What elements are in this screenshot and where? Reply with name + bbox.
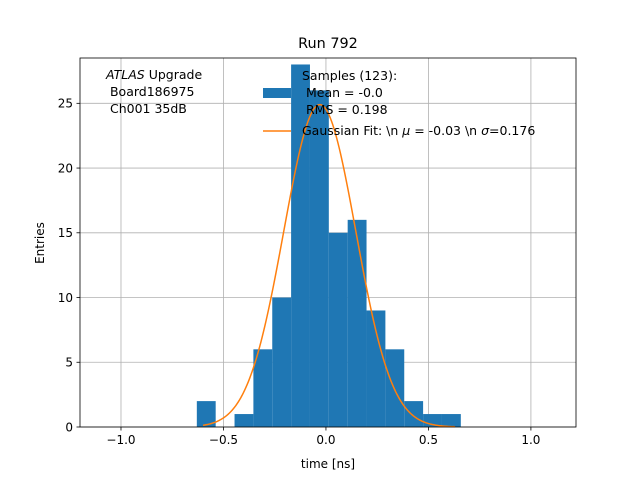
- x-axis-label: time [ns]: [301, 457, 355, 471]
- legend-histogram-swatch: [263, 88, 291, 98]
- legend-histogram-line-3: RMS = 0.198: [302, 102, 388, 117]
- legend-histogram-line-2: Mean = -0.0: [302, 85, 383, 100]
- axes-frame: [79, 57, 577, 428]
- y-tick-label: 10: [58, 291, 73, 305]
- legend-fit-prefix: Gaussian Fit: \n: [302, 123, 402, 138]
- chart-title: Run 792: [298, 36, 358, 52]
- histogram-bar: [196, 401, 216, 427]
- annotation-board: Board186975: [106, 84, 194, 99]
- gaussian-fit-curve: [202, 103, 456, 428]
- histogram-bar: [253, 349, 273, 427]
- histogram-bar: [347, 219, 367, 427]
- legend-histogram-line-1: Samples (123):: [302, 68, 397, 83]
- histogram-bar: [366, 310, 386, 427]
- histogram-bar: [309, 90, 329, 428]
- y-axis-label: Entries: [33, 222, 47, 264]
- x-tick-label: −1.0: [106, 433, 135, 447]
- annotation-atlas: ATLAS: [105, 67, 145, 82]
- legend-fit-sigma-symbol: σ: [481, 123, 490, 138]
- x-tick-label: −0.5: [209, 433, 238, 447]
- y-tick-label: 0: [65, 420, 73, 434]
- histogram-bar: [404, 401, 424, 427]
- atlas-annotation: ATLAS Upgrade Board186975 Ch001 35dB: [105, 67, 202, 116]
- annotation-upgrade: Upgrade: [145, 67, 203, 82]
- y-tick-label: 5: [65, 356, 73, 370]
- x-axis-ticks: −1.0 −0.5 0.0 0.5 1.0: [106, 427, 540, 447]
- annotation-channel: Ch001 35dB: [106, 101, 187, 116]
- histogram-bar: [234, 414, 254, 427]
- x-tick-label: 0.0: [316, 433, 335, 447]
- x-tick-label: 0.5: [419, 433, 438, 447]
- y-tick-label: 20: [58, 161, 73, 175]
- histogram-bar: [441, 414, 461, 427]
- annotation-line-1: ATLAS Upgrade: [105, 67, 202, 82]
- histogram-bar: [328, 232, 348, 427]
- y-tick-label: 15: [58, 226, 73, 240]
- plot-area: [79, 57, 577, 428]
- histogram-bar: [272, 297, 292, 427]
- y-tick-label: 25: [58, 97, 73, 111]
- legend-fit-sigma-value: =0.176: [489, 123, 535, 138]
- y-axis-ticks: 0 5 10 15 20 25: [58, 97, 80, 434]
- legend: Samples (123): Mean = -0.0 RMS = 0.198 G…: [263, 68, 535, 138]
- legend-fit-mu-value: = -0.03 \n: [410, 123, 481, 138]
- legend-fit-label: Gaussian Fit: \n μ = -0.03 \n σ=0.176: [302, 123, 535, 138]
- histogram-bars: [196, 64, 461, 428]
- x-tick-label: 1.0: [521, 433, 540, 447]
- histogram-bar: [291, 64, 310, 427]
- legend-fit-mu-symbol: μ: [401, 123, 410, 138]
